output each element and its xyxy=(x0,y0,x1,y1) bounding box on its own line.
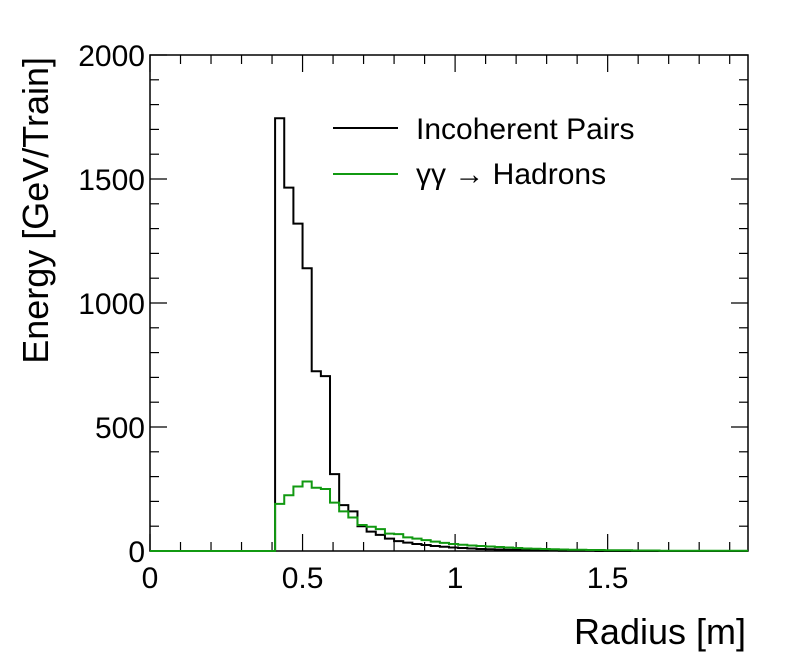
series-layer xyxy=(150,117,748,552)
x-tick-label: 1 xyxy=(447,562,464,595)
x-tick-label: 0.5 xyxy=(282,562,324,595)
y-tick-label: 0 xyxy=(128,536,145,569)
axis-ticks xyxy=(149,54,748,552)
legend-label-incoherent-pairs: Incoherent Pairs xyxy=(416,113,634,146)
y-tick-label: 1500 xyxy=(78,164,145,197)
y-tick-label: 1000 xyxy=(78,288,145,321)
legend: Incoherent Pairs γγ → Hadrons xyxy=(333,113,634,191)
legend-label-gamma-gamma-hadrons: γγ → Hadrons xyxy=(416,158,606,191)
tick-labels: 0 0.5 1 1.5 0 500 1000 1500 2000 xyxy=(78,40,628,595)
x-tick-label: 1.5 xyxy=(587,562,629,595)
series-gamma-gamma-hadrons xyxy=(150,480,748,552)
series-line xyxy=(150,480,748,552)
x-axis-title: Radius [m] xyxy=(574,611,746,652)
y-axis-title: Energy [GeV/Train] xyxy=(15,57,56,364)
y-tick-label: 2000 xyxy=(78,40,145,73)
y-tick-label: 500 xyxy=(95,412,145,445)
x-tick-label: 0 xyxy=(142,562,159,595)
